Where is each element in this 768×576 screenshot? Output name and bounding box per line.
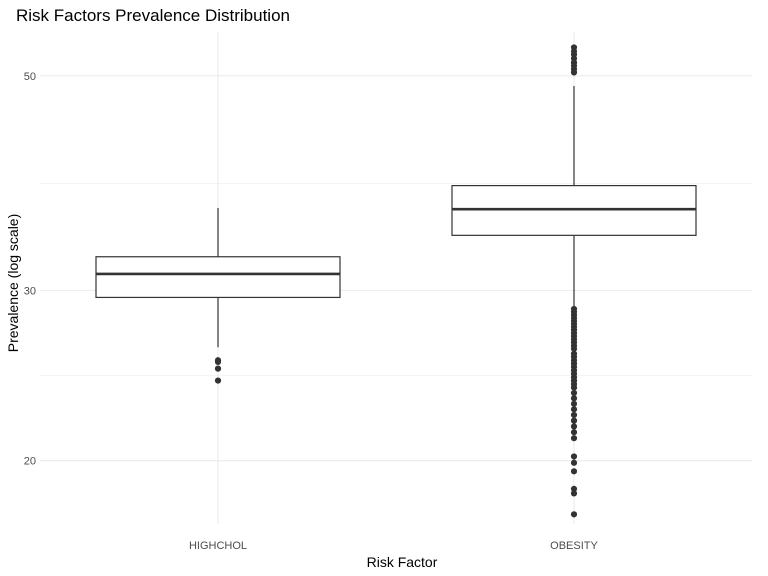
x-tick-label: OBESITY xyxy=(550,540,598,552)
outlier-point xyxy=(214,365,222,372)
outlier-point xyxy=(570,395,578,402)
y-axis-title: Prevalence (log scale) xyxy=(5,214,21,353)
outlier-point xyxy=(570,511,578,518)
outlier-point xyxy=(570,406,578,413)
outlier-point xyxy=(214,377,222,384)
outlier-point xyxy=(570,459,578,466)
interquartile-box xyxy=(95,256,341,299)
box-highchol xyxy=(95,208,341,384)
y-axis-ticks: 20 30 50 xyxy=(24,71,36,468)
y-tick-label: 50 xyxy=(24,71,36,83)
box-obesity xyxy=(451,44,697,518)
y-tick-label: 20 xyxy=(24,456,36,468)
outlier-point xyxy=(570,423,578,430)
x-axis-ticks: HIGHCHOL OBESITY xyxy=(189,540,599,552)
outlier-point xyxy=(570,384,578,391)
outlier-point xyxy=(570,490,578,497)
chart-title: Risk Factors Prevalence Distribution xyxy=(16,6,290,25)
outlier-point xyxy=(570,468,578,475)
outlier-point xyxy=(570,435,578,442)
outlier-point xyxy=(570,69,578,76)
y-tick-label: 30 xyxy=(24,285,36,297)
interquartile-box xyxy=(451,184,697,236)
x-axis-title: Risk Factor xyxy=(367,554,438,570)
outlier-point xyxy=(570,345,578,352)
outlier-point xyxy=(570,485,578,492)
outlier-point xyxy=(570,400,578,407)
outlier-point xyxy=(570,417,578,424)
outlier-point xyxy=(570,389,578,397)
outlier-point xyxy=(570,429,578,436)
outlier-point xyxy=(214,358,222,366)
boxes xyxy=(95,44,697,518)
outlier-point xyxy=(570,453,578,460)
x-tick-label: HIGHCHOL xyxy=(189,540,247,552)
outlier-point xyxy=(570,411,578,419)
